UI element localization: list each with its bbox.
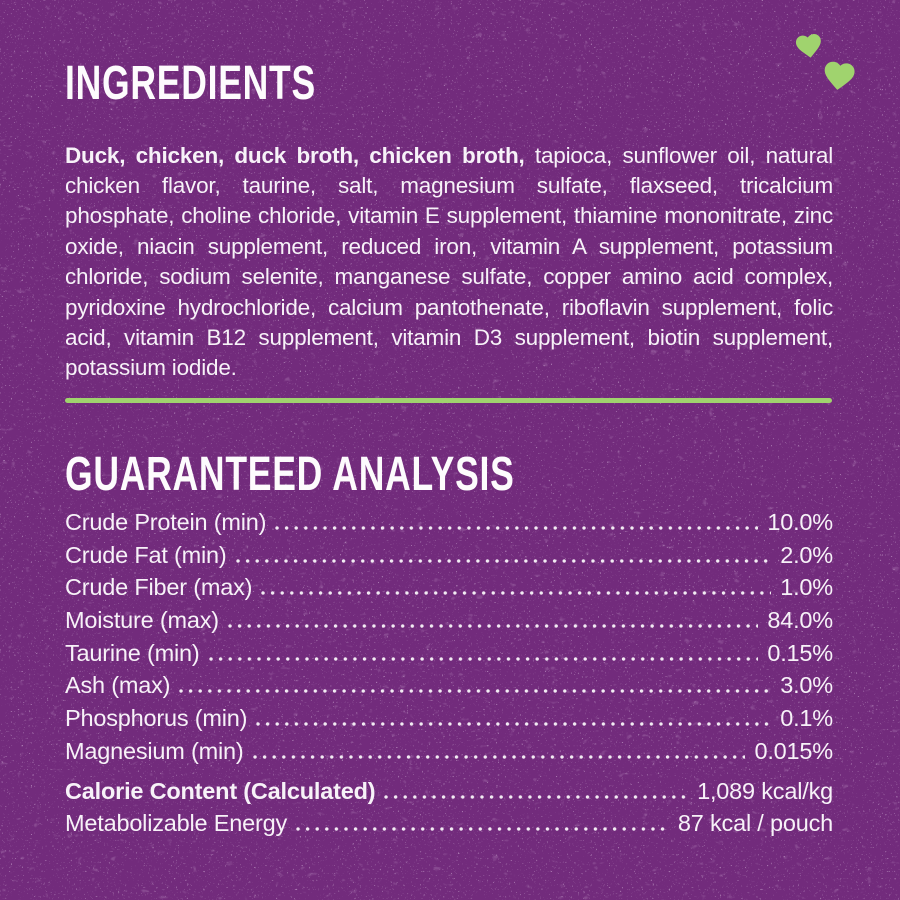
analysis-row-value: 2.0% — [780, 541, 833, 568]
analysis-row-value: 1.0% — [780, 574, 833, 601]
analysis-row-label: Moisture (max) — [65, 607, 219, 634]
analysis-row-label: Crude Fat (min) — [65, 541, 227, 568]
analysis-row: Crude Protein (min) 10.0% — [65, 506, 833, 539]
analysis-row-label: Crude Fiber (max) — [65, 574, 253, 601]
analysis-title: GUARANTEED ANALYSIS — [65, 448, 515, 501]
dot-leader — [275, 526, 759, 530]
guaranteed-analysis-list: Crude Protein (min) 10.0% Crude Fat (min… — [65, 506, 833, 840]
analysis-row-value: 10.0% — [767, 509, 833, 535]
dot-leader — [252, 754, 746, 759]
ingredients-title: INGREDIENTS — [65, 57, 316, 110]
analysis-row-value: 3.0% — [780, 672, 833, 699]
ingredients-paragraph: Duck, chicken, duck broth, chicken broth… — [65, 141, 833, 384]
analysis-row-calorie-content: Calorie Content (Calculated) 1,089 kcal/… — [65, 775, 833, 808]
analysis-row-value: 84.0% — [767, 607, 833, 634]
analysis-row-value: 0.15% — [767, 639, 833, 666]
section-divider — [65, 398, 832, 403]
analysis-row-label: Ash (max) — [65, 672, 171, 699]
analysis-row-value: 1,089 kcal/kg — [697, 777, 833, 804]
dot-leader — [296, 827, 669, 832]
heart-icon — [795, 34, 821, 58]
analysis-row: Ash (max) 3.0% — [65, 669, 833, 702]
analysis-row-value: 87 kcal / pouch — [677, 810, 833, 837]
dot-leader — [235, 558, 772, 563]
analysis-row-value: 0.015% — [754, 737, 833, 764]
analysis-row-label: Metabolizable Energy — [65, 810, 287, 837]
dot-leader — [384, 794, 689, 799]
ingredients-text: tapioca, sunflower oil, natural chicken … — [65, 142, 833, 381]
analysis-row: Crude Fat (min) 2.0% — [65, 539, 833, 572]
analysis-row: Magnesium (min) 0.015% — [65, 735, 833, 768]
heart-icon — [824, 61, 855, 90]
ingredients-bold-intro: Duck, chicken, duck broth, chicken broth… — [65, 142, 525, 168]
analysis-row-label: Phosphorus (min) — [65, 705, 248, 732]
analysis-row-label: Taurine (min) — [65, 639, 200, 666]
dot-leader — [179, 689, 772, 694]
dot-leader — [261, 591, 772, 596]
dot-leader — [227, 624, 759, 629]
analysis-row-value: 0.1% — [780, 705, 833, 732]
analysis-row-metabolizable-energy: Metabolizable Energy 87 kcal / pouch — [65, 807, 833, 840]
analysis-row-label: Calorie Content (Calculated) — [65, 777, 376, 804]
analysis-row: Taurine (min) 0.15% — [65, 637, 833, 670]
analysis-row-label: Magnesium (min) — [65, 737, 244, 764]
dot-leader — [256, 722, 772, 727]
analysis-row: Phosphorus (min) 0.1% — [65, 702, 833, 735]
analysis-row-label: Crude Protein (min) — [65, 509, 267, 535]
dot-leader — [208, 656, 759, 661]
analysis-row: Moisture (max) 84.0% — [65, 604, 833, 637]
analysis-row: Crude Fiber (max) 1.0% — [65, 571, 833, 604]
